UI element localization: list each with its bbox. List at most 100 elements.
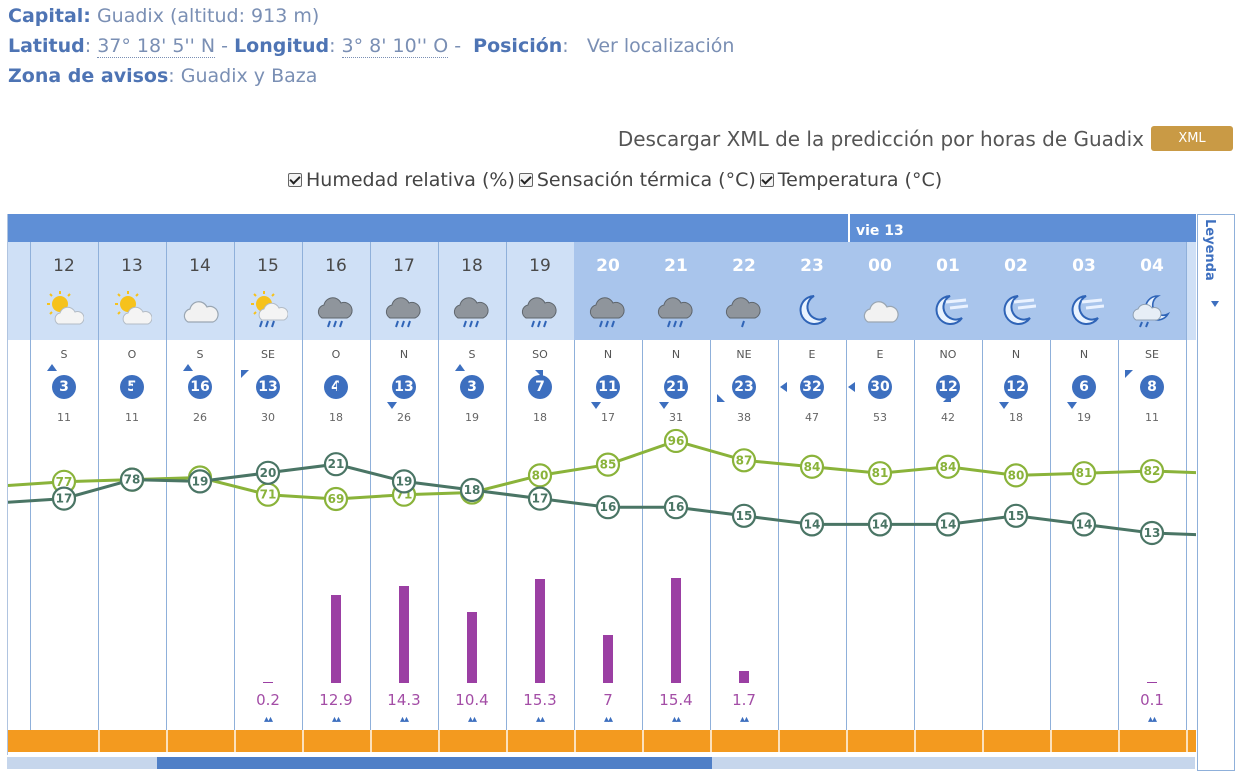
hour-column[interactable]: 20 bbox=[574, 242, 642, 340]
scrollbar-thumb[interactable] bbox=[157, 757, 712, 769]
capital-value: Guadix (altitud: 913 m) bbox=[96, 5, 320, 27]
rain-drops-icon: ▴▴ bbox=[603, 714, 613, 725]
humidity-point[interactable]: 87 bbox=[731, 448, 757, 473]
temperature-point[interactable]: 14 bbox=[935, 512, 961, 537]
wind-arrow-icon bbox=[535, 370, 543, 378]
hour-column[interactable]: 23 bbox=[778, 242, 846, 340]
temperature-point[interactable]: 18 bbox=[459, 477, 485, 503]
humidity-toggle[interactable]: Humedad relativa (%) bbox=[288, 169, 515, 191]
xml-download-button[interactable]: XML bbox=[1151, 126, 1233, 151]
hour-column[interactable]: 16 bbox=[302, 242, 370, 340]
temperature-point[interactable]: 21 bbox=[323, 452, 349, 477]
hour-label: 15 bbox=[257, 256, 279, 276]
hour-column[interactable]: 04 bbox=[1118, 242, 1186, 340]
temperature-point-label: 20 bbox=[260, 466, 277, 480]
humidity-checkbox[interactable] bbox=[288, 173, 302, 187]
hour-column[interactable]: 22 bbox=[710, 242, 778, 340]
precipitation-bar bbox=[263, 682, 273, 683]
rain-drops-icon: ▴▴ bbox=[739, 714, 749, 725]
wind-gust: 17 bbox=[601, 411, 615, 424]
day-header-bar bbox=[8, 214, 1196, 242]
column-divider bbox=[506, 242, 507, 730]
hour-column[interactable]: 02 bbox=[982, 242, 1050, 340]
temperature-point[interactable]: 15 bbox=[731, 503, 757, 528]
humidity-point[interactable]: 80 bbox=[1003, 463, 1029, 488]
temperature-point-label: 15 bbox=[736, 509, 753, 523]
temperature-point[interactable]: 19 bbox=[391, 469, 417, 494]
temperature-toggle[interactable]: Temperatura (°C) bbox=[759, 169, 942, 191]
temperature-point-label: 14 bbox=[872, 517, 889, 531]
hour-column[interactable]: 13 bbox=[98, 242, 166, 340]
column-divider bbox=[1118, 242, 1119, 730]
precipitation-bar bbox=[467, 612, 477, 683]
hour-label: 19 bbox=[529, 256, 551, 276]
hour-column[interactable]: 18 bbox=[438, 242, 506, 340]
precipitation-value: 0.1 bbox=[1140, 691, 1164, 709]
wind-direction: S bbox=[196, 348, 204, 361]
wind-arrow-icon bbox=[659, 402, 669, 409]
humidity-point[interactable]: 81 bbox=[867, 461, 893, 486]
wind-gust: 53 bbox=[873, 411, 887, 424]
temperature-point[interactable]: 17 bbox=[51, 486, 77, 511]
warning-bar-divider bbox=[234, 730, 236, 752]
precipitation-value: 7 bbox=[603, 691, 613, 709]
cloud-icon bbox=[180, 290, 220, 330]
view-location-link[interactable]: Ver localización bbox=[586, 35, 735, 57]
temperature-point[interactable]: 78 bbox=[119, 467, 145, 492]
precipitation-bar bbox=[603, 635, 613, 683]
hour-column[interactable]: 19 bbox=[506, 242, 574, 340]
temperature-checkbox[interactable] bbox=[759, 173, 774, 187]
humidity-point[interactable]: 84 bbox=[935, 454, 961, 479]
feels-like-toggle[interactable]: Sensación térmica (°C) bbox=[518, 169, 756, 191]
wind-arrow-icon bbox=[943, 394, 951, 402]
temperature-point[interactable]: 15 bbox=[1003, 503, 1029, 528]
temperature-point[interactable]: 14 bbox=[1071, 512, 1097, 537]
temperature-point[interactable]: 16 bbox=[595, 495, 621, 520]
humidity-point[interactable]: 71 bbox=[255, 482, 281, 507]
humidity-point[interactable]: 80 bbox=[527, 463, 553, 488]
precipitation-value: 10.4 bbox=[455, 691, 489, 709]
humidity-point[interactable]: 96 bbox=[663, 428, 689, 454]
temperature-point[interactable]: 20 bbox=[255, 460, 281, 485]
hour-column[interactable]: 17 bbox=[370, 242, 438, 340]
hour-column[interactable]: 03 bbox=[1050, 242, 1118, 340]
wind-speed-badge: 4 bbox=[324, 375, 348, 399]
hour-column[interactable]: 12 bbox=[30, 242, 98, 340]
temperature-point[interactable]: 13 bbox=[1139, 520, 1165, 546]
temperature-point[interactable]: 14 bbox=[799, 512, 825, 537]
legend-label[interactable]: Leyenda bbox=[1202, 219, 1217, 281]
storm-rain-icon bbox=[588, 290, 628, 330]
temperature-point-label: 14 bbox=[940, 517, 957, 531]
column-divider bbox=[166, 242, 167, 730]
hour-column[interactable]: 21 bbox=[642, 242, 710, 340]
humidity-point-label: 84 bbox=[940, 460, 957, 474]
hour-label: 03 bbox=[1072, 256, 1096, 276]
hour-label: 22 bbox=[732, 256, 756, 276]
temperature-point[interactable]: 19 bbox=[187, 469, 213, 494]
humidity-point[interactable]: 82 bbox=[1139, 458, 1165, 484]
hourly-forecast-chart[interactable]: vie 13 12 S 3 11 13 O 5 11 14 S 16 26 15 SE 13 30 0.2 ▴▴ 1… bbox=[7, 214, 1196, 755]
temperature-point-label: 14 bbox=[1076, 517, 1093, 531]
hour-column[interactable]: 00 bbox=[846, 242, 914, 340]
warning-bar-divider bbox=[914, 730, 916, 752]
hour-column[interactable]: 14 bbox=[166, 242, 234, 340]
humidity-point[interactable]: 84 bbox=[799, 454, 825, 479]
wind-gust: 26 bbox=[397, 411, 411, 424]
wind-direction: E bbox=[876, 348, 884, 361]
temperature-point[interactable]: 17 bbox=[527, 486, 553, 511]
humidity-point[interactable]: 69 bbox=[323, 486, 349, 512]
hour-column[interactable]: 01 bbox=[914, 242, 982, 340]
moon-fog-icon bbox=[1064, 290, 1105, 330]
legend-panel[interactable]: Leyenda bbox=[1197, 214, 1235, 771]
temperature-point[interactable]: 14 bbox=[867, 512, 893, 537]
temperature-point[interactable]: 16 bbox=[663, 495, 689, 520]
wind-speed-badge: 3 bbox=[460, 375, 484, 399]
humidity-point[interactable]: 85 bbox=[595, 452, 621, 477]
humidity-point[interactable]: 81 bbox=[1071, 461, 1097, 486]
hour-column[interactable]: 15 bbox=[234, 242, 302, 340]
feels-like-checkbox[interactable] bbox=[518, 173, 533, 187]
legend-toggle-arrow-icon[interactable] bbox=[1211, 301, 1219, 307]
wind-gust: 30 bbox=[261, 411, 275, 424]
chart-scrollbar[interactable] bbox=[7, 757, 1195, 769]
wind-direction: S bbox=[60, 348, 68, 361]
